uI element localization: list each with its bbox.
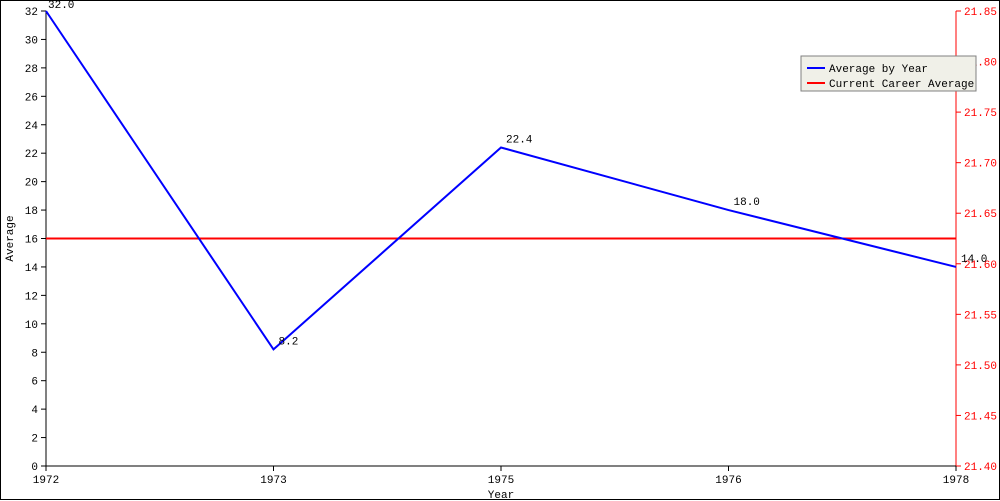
- x-tick-label: 1978: [943, 475, 969, 487]
- legend-label: Current Career Average: [829, 79, 974, 91]
- data-point-label: 8.2: [279, 336, 299, 348]
- legend-label: Average by Year: [829, 64, 928, 76]
- y-left-tick-label: 12: [25, 291, 38, 303]
- y-left-tick-label: 30: [25, 35, 38, 47]
- y-left-tick-label: 28: [25, 64, 38, 76]
- y-right-tick-label: 21.85: [964, 7, 997, 19]
- data-point-label: 18.0: [734, 197, 760, 209]
- chart-svg: 02468101214161820222426283032Average21.4…: [1, 1, 1000, 501]
- y-left-tick-label: 16: [25, 235, 38, 247]
- y-left-tick-label: 32: [25, 7, 38, 19]
- y-right-tick-label: 21.40: [964, 462, 997, 474]
- y-left-tick-label: 26: [25, 92, 38, 104]
- y-left-tick-label: 4: [31, 405, 38, 417]
- x-tick-label: 1975: [488, 475, 514, 487]
- x-tick-label: 1972: [33, 475, 59, 487]
- y-right-tick-label: 21.45: [964, 411, 997, 423]
- data-point-label: 32.0: [48, 1, 74, 12]
- y-left-tick-label: 20: [25, 178, 38, 190]
- y-left-tick-label: 2: [31, 434, 38, 446]
- y-right-tick-label: 21.70: [964, 159, 997, 171]
- y-right-tick-label: 21.65: [964, 209, 997, 221]
- y-left-tick-label: 14: [25, 263, 39, 275]
- x-axis-title: Year: [488, 490, 514, 501]
- y-left-title: Average: [5, 215, 17, 261]
- x-tick-label: 1973: [260, 475, 286, 487]
- y-left-tick-label: 6: [31, 377, 38, 389]
- y-left-tick-label: 8: [31, 348, 38, 360]
- y-left-tick-label: 18: [25, 206, 38, 218]
- y-left-tick-label: 0: [31, 462, 38, 474]
- y-right-tick-label: 21.50: [964, 361, 997, 373]
- data-point-label: 22.4: [506, 135, 533, 147]
- chart-container: 02468101214161820222426283032Average21.4…: [0, 0, 1000, 500]
- y-left-tick-label: 22: [25, 149, 38, 161]
- data-point-label: 14.0: [961, 254, 987, 266]
- y-right-tick-label: 21.55: [964, 310, 997, 322]
- y-right-tick-label: 21.75: [964, 108, 997, 120]
- y-left-tick-label: 10: [25, 320, 38, 332]
- x-tick-label: 1976: [715, 475, 741, 487]
- y-left-tick-label: 24: [25, 121, 39, 133]
